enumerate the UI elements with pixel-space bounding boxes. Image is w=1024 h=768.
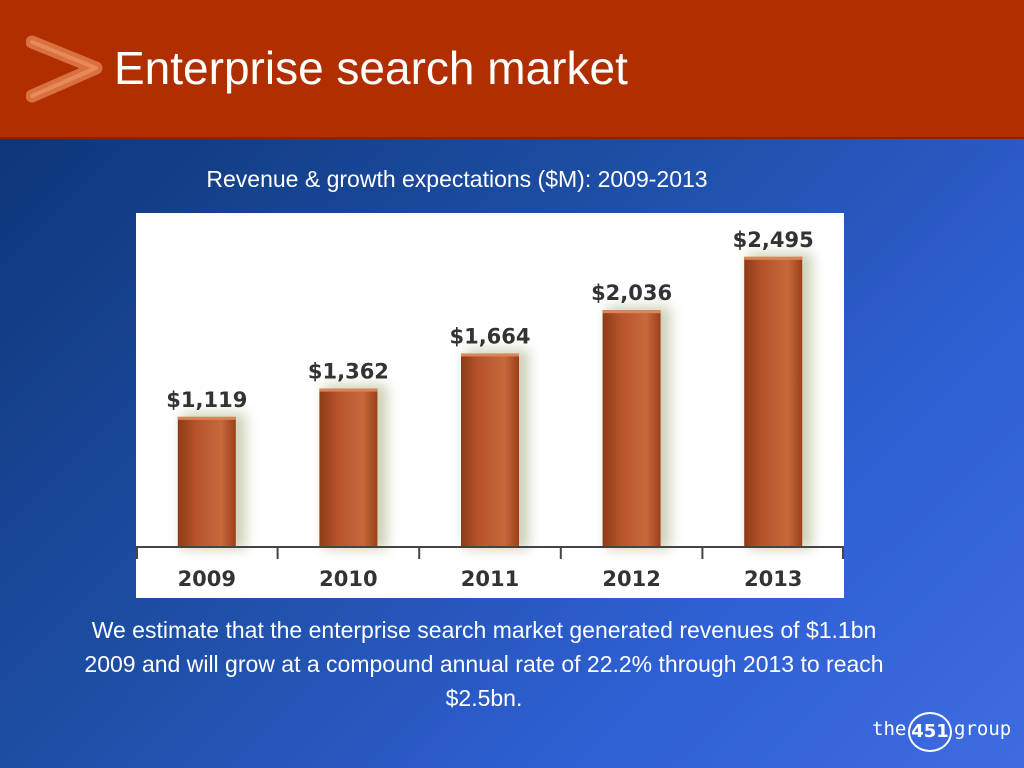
caption-text: We estimate that the enterprise search m…: [84, 617, 884, 711]
x-tick-label-2009: 2009: [178, 567, 236, 591]
chart-subtitle: Revenue & growth expectations ($M): 2009…: [206, 166, 708, 192]
bar-top-highlight: [177, 416, 236, 420]
bar-top-highlight: [744, 256, 803, 260]
bar-2009: [177, 416, 236, 547]
x-tick-label-2013: 2013: [744, 567, 802, 591]
logo-word-group: group: [954, 718, 1012, 740]
bar-2013: [744, 256, 803, 547]
bar-chart: $1,119 2009 $1,362 2010 $1,664 2011 $2,036 2012…: [136, 228, 844, 591]
data-label-2013: $2,495: [733, 228, 814, 252]
x-tick-label-2010: 2010: [319, 567, 377, 591]
logo-number: 451: [908, 712, 952, 752]
header-bar: Enterprise search market: [0, 0, 1024, 139]
page-title: Enterprise search market: [114, 42, 628, 94]
data-label-2010: $1,362: [308, 360, 389, 384]
bar-top-highlight: [602, 310, 661, 314]
x-tick-label-2012: 2012: [602, 567, 660, 591]
chart-panel: $1,119 2009 $1,362 2010 $1,664 2011 $2,036 2012…: [136, 213, 844, 598]
bar-2011: [461, 353, 519, 547]
logo-word-the: the: [872, 718, 907, 740]
bar-top-highlight: [319, 388, 378, 392]
bar-2012: [602, 310, 661, 547]
bar-top-highlight: [461, 353, 519, 357]
company-logo: the 451 group: [870, 712, 1012, 752]
chevron-right-icon: [26, 35, 103, 103]
data-label-2012: $2,036: [591, 281, 672, 305]
bar-2010: [319, 388, 378, 547]
data-label-2011: $1,664: [449, 324, 530, 348]
data-label-2009: $1,119: [166, 388, 247, 412]
x-tick-label-2011: 2011: [461, 567, 519, 591]
